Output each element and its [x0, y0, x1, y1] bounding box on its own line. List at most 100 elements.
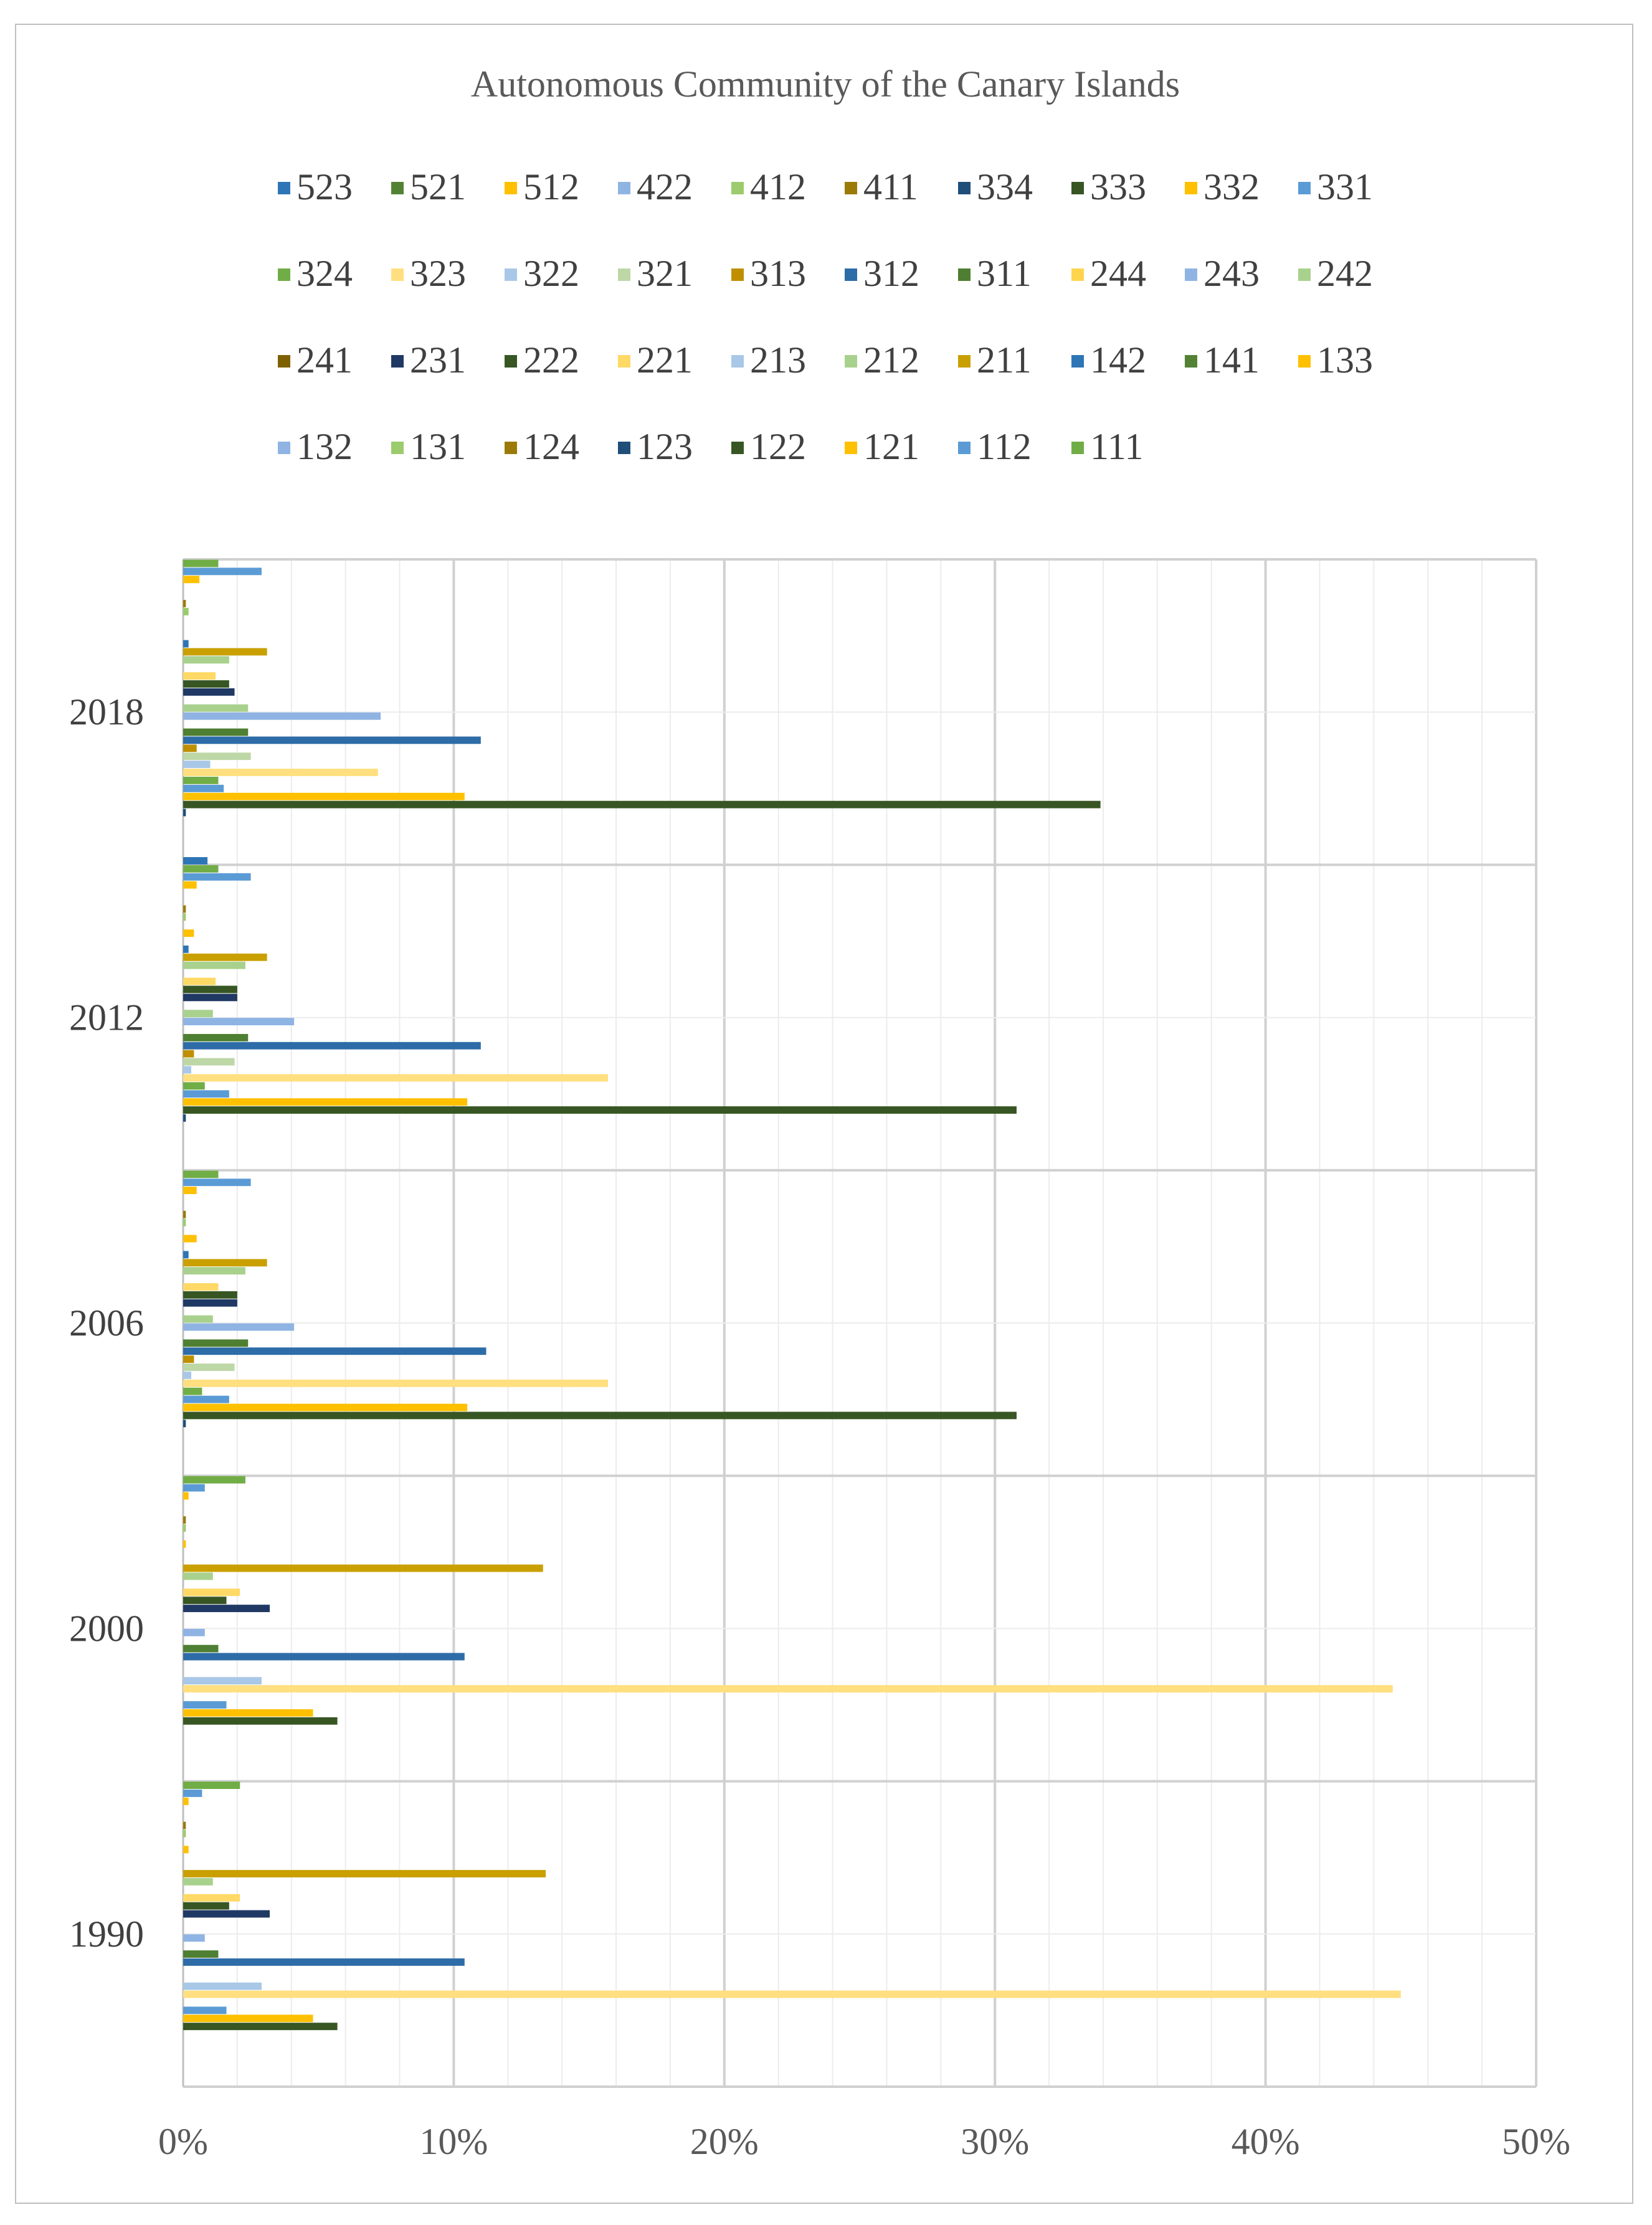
- legend-swatch-331: [1298, 182, 1311, 194]
- bar-2018-221: [183, 672, 216, 680]
- x-tick-label: 30%: [961, 2121, 1029, 2162]
- bar-2006-324: [183, 1387, 202, 1395]
- bar-1990-211: [183, 1870, 546, 1877]
- bar-2006-332: [183, 1403, 468, 1411]
- legend-swatch-123: [618, 442, 630, 454]
- legend-label-312: 312: [863, 253, 919, 294]
- bar-2018-222: [183, 680, 229, 688]
- bar-2000-311: [183, 1644, 219, 1653]
- bar-2018-124: [183, 600, 186, 607]
- bar-2000-121: [183, 1492, 189, 1500]
- bar-2018-243: [183, 712, 381, 720]
- bar-2018-231: [183, 688, 235, 696]
- bar-2012-312: [183, 1041, 481, 1050]
- bar-2012-333: [183, 1106, 1017, 1114]
- legend-label-521: 521: [410, 166, 466, 207]
- bar-2000-222: [183, 1596, 227, 1605]
- bar-2012-332: [183, 1098, 468, 1106]
- bar-2012-323: [183, 1074, 609, 1082]
- bar-2006-124: [183, 1210, 186, 1218]
- legend-swatch-333: [1071, 182, 1084, 194]
- bar-2000-333: [183, 1717, 338, 1725]
- bar-2000-312: [183, 1653, 465, 1661]
- bar-2006-321: [183, 1364, 235, 1371]
- bar-2000-211: [183, 1564, 543, 1572]
- x-axis-ticks: 0% 10% 20% 30% 40% 50%: [158, 2121, 1570, 2162]
- legend-label-333: 333: [1090, 166, 1146, 207]
- bar-2006-131: [183, 1218, 186, 1226]
- legend-swatch-412: [731, 182, 744, 194]
- legend-swatch-311: [958, 268, 971, 281]
- bar-2006-311: [183, 1339, 249, 1347]
- bar-2006-313: [183, 1355, 194, 1364]
- legend-swatch-334: [958, 182, 971, 194]
- bar-2012-112: [183, 873, 251, 881]
- legend-swatch-241: [278, 355, 290, 368]
- bar-1990-331: [183, 2006, 227, 2014]
- bar-1990-243: [183, 1934, 205, 1942]
- bar-2012-334: [183, 1114, 186, 1122]
- bar-1990-121: [183, 1797, 189, 1805]
- legend-swatch-133: [1298, 355, 1311, 368]
- legend-label-313: 313: [750, 253, 806, 294]
- legend-swatch-523: [278, 182, 290, 194]
- legend-label-422: 422: [637, 166, 693, 207]
- bars: [183, 559, 1401, 2031]
- bar-2012-121: [183, 881, 197, 889]
- bar-2000-131: [183, 1524, 186, 1532]
- legend-swatch-242: [1298, 268, 1311, 281]
- legend-label-512: 512: [523, 166, 579, 207]
- legend-swatch-422: [618, 182, 630, 194]
- legend-label-132: 132: [297, 426, 353, 467]
- legend-swatch-121: [845, 442, 857, 454]
- bar-2000-111: [183, 1476, 245, 1484]
- legend-swatch-411: [845, 182, 857, 194]
- bar-2006-334: [183, 1420, 186, 1428]
- legend-label-241: 241: [297, 339, 353, 381]
- bar-2018-313: [183, 744, 197, 752]
- bar-2012-313: [183, 1050, 194, 1058]
- legend-label-244: 244: [1090, 253, 1146, 294]
- bar-2000-221: [183, 1588, 240, 1596]
- legend-swatch-323: [391, 268, 404, 281]
- bar-1990-112: [183, 1790, 202, 1797]
- bar-2000-231: [183, 1605, 270, 1613]
- legend-label-322: 322: [523, 253, 579, 294]
- bar-2006-331: [183, 1395, 229, 1403]
- bar-2012-243: [183, 1018, 295, 1025]
- bar-2006-212: [183, 1267, 245, 1275]
- x-tick-label: 50%: [1502, 2121, 1570, 2162]
- bar-2012-331: [183, 1090, 229, 1098]
- bar-2006-121: [183, 1187, 197, 1194]
- legend-label-334: 334: [977, 166, 1033, 207]
- legend-label-211: 211: [977, 339, 1032, 381]
- bar-2012-222: [183, 985, 237, 994]
- legend-swatch-512: [505, 182, 517, 194]
- legend-label-332: 332: [1203, 166, 1260, 207]
- bar-2000-323: [183, 1685, 1393, 1693]
- category-label-2012: 2012: [69, 997, 144, 1038]
- bar-1990-332: [183, 2014, 313, 2023]
- legend-swatch-213: [731, 355, 744, 368]
- category-label-2018: 2018: [69, 691, 144, 733]
- bar-2018-112: [183, 567, 262, 576]
- bar-2018-131: [183, 607, 189, 615]
- bar-2018-111: [183, 559, 219, 567]
- chart-title: Autonomous Community of the Canary Islan…: [471, 64, 1180, 105]
- bar-2018-523: [183, 857, 208, 865]
- legend-label-111: 111: [1090, 426, 1144, 467]
- bar-2012-231: [183, 994, 237, 1002]
- legend-label-222: 222: [523, 339, 579, 381]
- legend-swatch-141: [1185, 355, 1197, 368]
- legend-swatch-521: [391, 182, 404, 194]
- bar-1990-231: [183, 1910, 270, 1918]
- bar-1990-221: [183, 1894, 240, 1902]
- bar-2000-212: [183, 1572, 213, 1580]
- legend-label-123: 123: [637, 426, 693, 467]
- legend-label-323: 323: [410, 253, 466, 294]
- bar-2006-112: [183, 1179, 251, 1187]
- legend-swatch-313: [731, 268, 744, 281]
- bar-2018-212: [183, 656, 229, 664]
- legend-swatch-212: [845, 355, 857, 368]
- gridlines: [182, 558, 1537, 2088]
